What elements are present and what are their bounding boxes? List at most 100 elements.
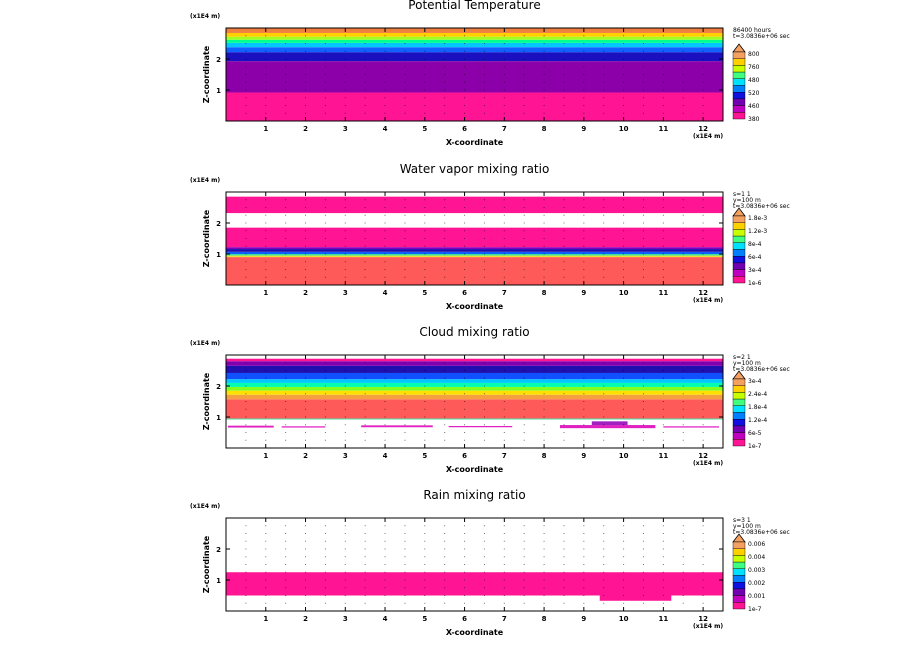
grid-dot — [384, 595, 386, 596]
grid-dot — [285, 362, 287, 364]
grid-dot — [285, 595, 287, 596]
grid-dot — [662, 43, 664, 44]
grid-dot — [563, 408, 565, 410]
grid-dot — [424, 564, 426, 565]
grid-dot — [503, 533, 505, 534]
x-tick-label: 12 — [698, 289, 708, 297]
grid-dot — [623, 385, 625, 387]
grid-dot — [563, 276, 565, 278]
grid-dot — [682, 238, 684, 239]
grid-dot — [344, 439, 346, 441]
grid-dot — [444, 439, 446, 441]
data-layer — [226, 196, 723, 214]
grid-dot — [265, 112, 267, 114]
grid-dot — [305, 35, 307, 37]
grid-dot — [384, 74, 386, 75]
colorbar-swatch — [732, 105, 746, 113]
grid-dot — [603, 58, 605, 60]
grid-dot — [424, 556, 426, 558]
info-text: t=3.0836e+06 sec — [733, 366, 790, 373]
grid-dot — [384, 43, 386, 44]
grid-dot — [563, 401, 565, 402]
grid-dot — [324, 587, 326, 589]
grid-dot — [483, 362, 485, 364]
grid-dot — [305, 238, 307, 239]
x-tick-label: 3 — [343, 289, 348, 297]
grid-dot — [523, 97, 525, 99]
grid-dot — [702, 97, 704, 99]
grid-dot — [543, 222, 545, 224]
grid-dot — [682, 424, 684, 426]
grid-dot — [583, 214, 585, 216]
x-tick-label: 5 — [422, 452, 427, 460]
grid-dot — [563, 230, 565, 232]
grid-dot — [563, 362, 565, 364]
grid-dot — [424, 261, 426, 263]
grid-dot — [543, 525, 545, 527]
grid-dot — [603, 571, 605, 573]
grid-dot — [603, 385, 605, 387]
grid-dot — [682, 525, 684, 527]
grid-dot — [285, 238, 287, 239]
grid-dot — [464, 595, 466, 596]
grid-dot — [503, 370, 505, 371]
grid-dot — [503, 112, 505, 114]
grid-dot — [424, 602, 426, 604]
grid-dot — [623, 66, 625, 68]
grid-dot — [682, 602, 684, 604]
grid-dot — [464, 253, 466, 255]
grid-dot — [483, 112, 485, 114]
grid-dot — [305, 230, 307, 232]
grid-dot — [444, 245, 446, 247]
grid-dot — [642, 199, 644, 201]
grid-dot — [682, 556, 684, 558]
grid-dot — [623, 548, 625, 550]
grid-dot — [444, 230, 446, 232]
data-layer — [226, 61, 723, 93]
grid-dot — [503, 89, 505, 91]
grid-dot — [483, 564, 485, 565]
colorbar-swatch — [732, 112, 746, 120]
grid-dot — [364, 269, 366, 270]
grid-dot — [444, 50, 446, 52]
grid-dot — [305, 43, 307, 44]
grid-dot — [364, 393, 366, 395]
grid-dot — [682, 50, 684, 52]
grid-dot — [344, 556, 346, 558]
grid-dot — [543, 432, 545, 433]
colorbar-swatch — [732, 561, 746, 569]
grid-dot — [662, 540, 664, 542]
grid-dot — [384, 58, 386, 60]
grid-dot — [265, 81, 267, 83]
grid-dot — [702, 401, 704, 402]
grid-dot — [523, 89, 525, 91]
grid-dot — [483, 401, 485, 402]
grid-dot — [483, 533, 485, 534]
grid-dot — [324, 424, 326, 426]
grid-dot — [344, 401, 346, 402]
grid-dot — [464, 393, 466, 395]
grid-dot — [523, 253, 525, 255]
grid-dot — [424, 230, 426, 232]
grid-dot — [424, 43, 426, 44]
grid-dot — [523, 81, 525, 83]
grid-dot — [543, 370, 545, 371]
grid-dot — [384, 540, 386, 542]
grid-dot — [245, 43, 247, 44]
grid-dot — [404, 579, 406, 581]
grid-dot — [623, 377, 625, 379]
grid-dot — [642, 540, 644, 542]
grid-dot — [245, 112, 247, 114]
grid-dot — [702, 602, 704, 604]
grid-dot — [404, 587, 406, 589]
grid-dot — [662, 74, 664, 75]
grid-dot — [642, 377, 644, 379]
colorbar-swatch — [732, 398, 746, 407]
grid-dot — [543, 105, 545, 106]
colorbar-swatch — [732, 229, 746, 237]
grid-dot — [662, 97, 664, 99]
z-scale-label: (x1E4 m) — [190, 13, 220, 20]
grid-dot — [245, 377, 247, 379]
grid-dot — [464, 66, 466, 68]
grid-dot — [404, 377, 406, 379]
